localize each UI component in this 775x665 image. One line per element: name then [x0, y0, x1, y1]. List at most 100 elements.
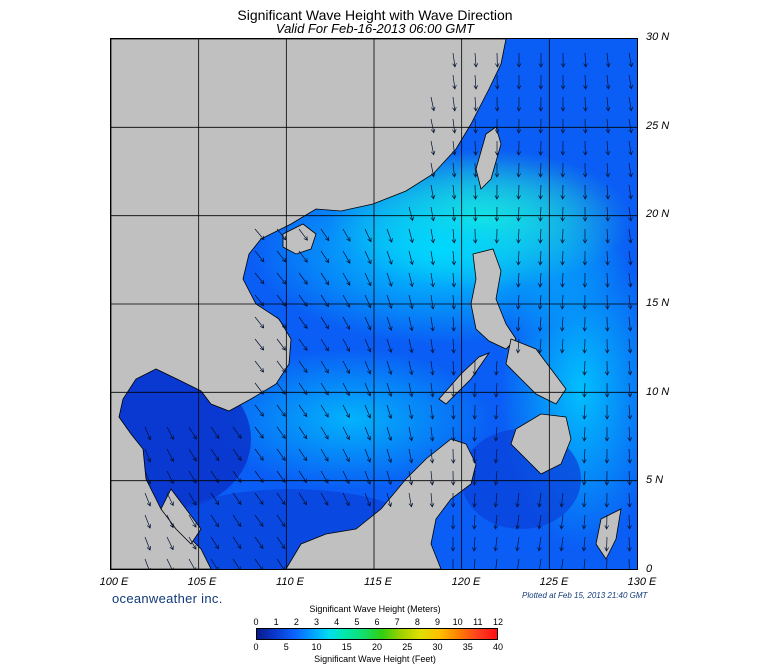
wave-direction-arrow [342, 316, 351, 330]
legend-title-feet: Significant Wave Height (Feet) [314, 654, 436, 664]
wave-direction-arrow [515, 316, 521, 332]
wave-direction-arrow [342, 404, 350, 419]
wave-direction-arrow [605, 140, 611, 156]
wave-direction-arrow [451, 360, 456, 376]
wave-direction-arrow [451, 294, 456, 310]
wave-direction-arrow [430, 272, 435, 288]
wave-direction-arrow [232, 492, 242, 506]
wave-direction-arrow [628, 228, 633, 244]
lon-label: 120 E [451, 576, 481, 588]
wave-direction-arrow [604, 536, 609, 552]
wave-direction-arrow [605, 272, 610, 288]
wave-direction-arrow [538, 96, 544, 112]
wave-direction-arrow [254, 338, 265, 351]
wave-direction-arrow [472, 426, 477, 442]
wave-direction-arrow [298, 382, 308, 396]
wave-direction-arrow [364, 338, 372, 353]
wave-direction-arrow [582, 184, 588, 200]
wave-direction-arrow [364, 470, 371, 485]
wave-direction-arrow [560, 294, 565, 310]
lat-label: 5 N [646, 474, 664, 487]
wave-direction-arrow [472, 514, 477, 530]
wave-direction-arrow [627, 426, 632, 442]
wave-direction-arrow [430, 404, 435, 420]
wave-direction-arrow [210, 448, 220, 462]
wave-direction-arrow [254, 294, 265, 307]
wave-direction-arrow [342, 250, 351, 264]
wave-direction-arrow [582, 272, 588, 288]
wave-direction-arrow [473, 96, 478, 112]
wave-direction-arrow [254, 272, 265, 285]
wave-direction-arrow [144, 448, 152, 463]
wave-direction-arrow [386, 404, 393, 420]
land-malay [160, 488, 202, 545]
wave-direction-arrow [604, 404, 610, 420]
wave-direction-arrow [188, 558, 197, 569]
wave-direction-arrow [560, 316, 565, 332]
wave-direction-arrow [188, 492, 197, 506]
lat-label: 20 N [646, 208, 670, 221]
wave-direction-arrow [298, 426, 308, 440]
wave-direction-arrow [386, 316, 393, 331]
wave-direction-arrow [232, 514, 242, 528]
wave-direction-arrow [582, 338, 587, 354]
wave-direction-arrow [298, 272, 308, 285]
wave-direction-arrow [561, 558, 564, 569]
wave-direction-arrow [605, 118, 611, 134]
wave-direction-arrow [605, 52, 611, 68]
wave-direction-arrow [254, 360, 265, 373]
wave-direction-arrow [408, 448, 414, 464]
legend-feet-tick: 20 [371, 642, 383, 652]
wave-direction-arrow [166, 448, 174, 463]
wave-direction-arrow [581, 492, 587, 508]
wave-direction-arrow [605, 250, 610, 266]
wave-direction-arrow [408, 316, 414, 332]
wave-direction-arrow [583, 118, 588, 134]
wave-direction-arrow [515, 514, 520, 530]
wave-direction-arrow [408, 404, 414, 420]
wave-direction-arrow [538, 184, 543, 200]
wave-direction-arrow [254, 316, 265, 329]
wave-direction-arrow [210, 558, 219, 569]
wave-direction-arrow [364, 382, 372, 397]
wave-direction-arrow [537, 558, 542, 569]
legend-meter-tick: 2 [293, 617, 299, 627]
wave-direction-arrow [516, 294, 521, 310]
wave-direction-arrow [430, 338, 435, 354]
wave-direction-arrow [494, 184, 500, 200]
brand-logo: oceanweather inc. [112, 591, 223, 606]
wave-direction-arrow [537, 492, 542, 508]
plotted-timestamp: Plotted at Feb 15, 2013 21:40 GMT [522, 591, 648, 600]
wave-direction-arrow [606, 558, 608, 569]
wave-direction-arrow [538, 206, 543, 222]
wave-direction-arrow [342, 470, 350, 485]
wave-direction-arrow [582, 382, 587, 398]
wave-direction-arrow [582, 316, 587, 332]
wave-direction-arrow [451, 448, 456, 464]
wave-direction-arrow [493, 404, 499, 420]
wave-direction-arrow [605, 316, 610, 332]
wave-direction-arrow [320, 426, 329, 440]
wave-direction-arrow [298, 448, 308, 462]
legend-feet-tick: 35 [462, 642, 473, 652]
wave-direction-arrow [342, 272, 351, 286]
land-hainan [282, 223, 317, 255]
wave-direction-arrow [582, 404, 587, 420]
wave-direction-arrow [472, 382, 478, 398]
wave-direction-arrow [451, 338, 456, 354]
wave-direction-arrow [493, 536, 498, 552]
wave-direction-arrow [364, 294, 372, 309]
wave-direction-arrow [495, 558, 498, 569]
wave-direction-arrow [386, 492, 392, 508]
lat-label: 10 N [646, 385, 670, 398]
wave-direction-arrow [516, 184, 521, 200]
wave-direction-arrow [320, 360, 329, 374]
wave-direction-arrow [386, 294, 393, 309]
wave-direction-arrow [628, 184, 633, 200]
wave-direction-arrow [627, 514, 632, 530]
wave-direction-arrow [516, 228, 521, 244]
wave-direction-arrow [408, 250, 414, 266]
wave-direction-arrow [166, 470, 174, 485]
wave-direction-arrow [430, 316, 435, 332]
lon-label: 105 E [187, 576, 217, 588]
